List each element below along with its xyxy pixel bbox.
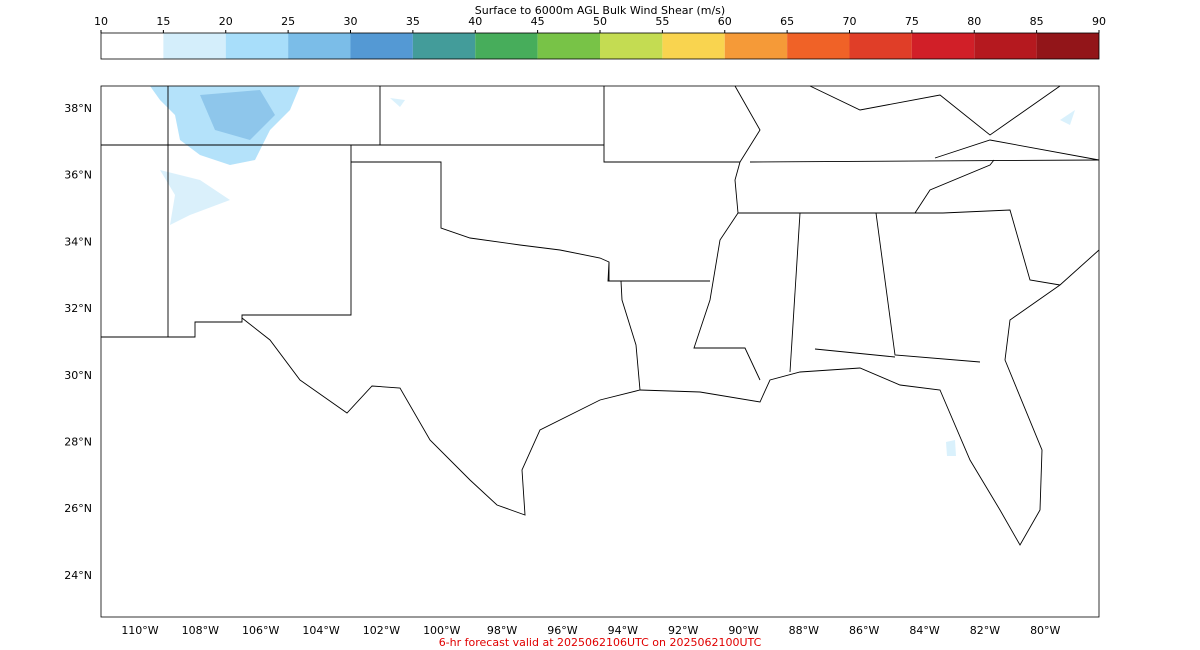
colorbar-tick-label: 15 [156,15,170,28]
lat-label: 34°N [64,235,92,248]
colorbar-segment [724,33,788,59]
colorbar-tick-label: 75 [905,15,919,28]
colorbar-tick-label: 65 [780,15,794,28]
lon-label: 104°W [302,624,339,637]
lat-label: 36°N [64,169,92,182]
lon-labels: 110°W 108°W 106°W 104°W 102°W 100°W 98°W 96°W 94… [121,624,1060,637]
colorbar-tick-label: 90 [1092,15,1106,28]
lon-label: 98°W [487,624,517,637]
colorbar-segment [787,33,850,59]
lat-label: 38°N [64,102,92,115]
footer: 6-hr forecast valid at 2025062106UTC on … [439,636,762,649]
colorbar-segment [849,33,912,59]
colorbar-segment [288,33,351,59]
colorbar-tick-label: 45 [531,15,545,28]
lon-label: 110°W [121,624,158,637]
lon-label: 82°W [970,624,1000,637]
lon-label: 108°W [182,624,219,637]
colorbar-tick-label: 35 [406,15,420,28]
colorbar-tick-label: 25 [281,15,295,28]
shear-shading [150,86,1075,456]
colorbar-segment [1036,33,1099,59]
colorbar-frame [100,32,1100,60]
lon-label: 84°W [909,624,939,637]
colorbar-tick-label: 20 [219,15,233,28]
lon-label: 106°W [242,624,279,637]
colorbar-tick-label: 80 [967,15,981,28]
lon-label: 88°W [789,624,819,637]
colorbar-segment [350,33,413,59]
colorbar-segment [600,33,663,59]
map [100,85,1100,618]
colorbar-segment [537,33,600,59]
colorbar-segment [662,33,725,59]
lon-label: 102°W [363,624,400,637]
lat-label: 26°N [64,502,92,515]
lon-label: 96°W [547,624,577,637]
lon-label: 80°W [1030,624,1060,637]
lon-label: 90°W [728,624,758,637]
colorbar-tick-label: 60 [718,15,732,28]
colorbar-tick-label: 55 [655,15,669,28]
lat-label: 32°N [64,302,92,315]
borders [101,85,1100,546]
lon-label: 86°W [849,624,879,637]
lat-label: 24°N [64,569,92,582]
lat-labels: 38°N 36°N 34°N 32°N 30°N 28°N 26°N 24°N [64,102,92,582]
colorbar-title: Surface to 6000m AGL Bulk Wind Shear (m/… [475,4,725,17]
map-frame [100,85,1100,618]
lon-label: 100°W [423,624,460,637]
colorbar-segment [475,33,538,59]
colorbar-segment [101,33,164,59]
lat-label: 30°N [64,369,92,382]
lon-label: 94°W [608,624,638,637]
colorbar-tick-label: 40 [468,15,482,28]
colorbar-tick-label: 30 [344,15,358,28]
colorbar-segment [911,33,975,59]
colorbar-tick-label: 85 [1030,15,1044,28]
colorbar-segment [225,33,289,59]
lon-label: 92°W [668,624,698,637]
colorbar-segment [163,33,226,59]
colorbar-tick-label: 10 [94,15,108,28]
colorbar-segment [974,33,1037,59]
colorbar-tick-label: 70 [843,15,857,28]
lat-label: 28°N [64,436,92,449]
colorbar: 10 15 20 25 30 35 40 45 50 55 60 65 70 75 80 85 90 [94,15,1106,59]
colorbar-tick-label: 50 [593,15,607,28]
colorbar-segment [412,33,476,59]
